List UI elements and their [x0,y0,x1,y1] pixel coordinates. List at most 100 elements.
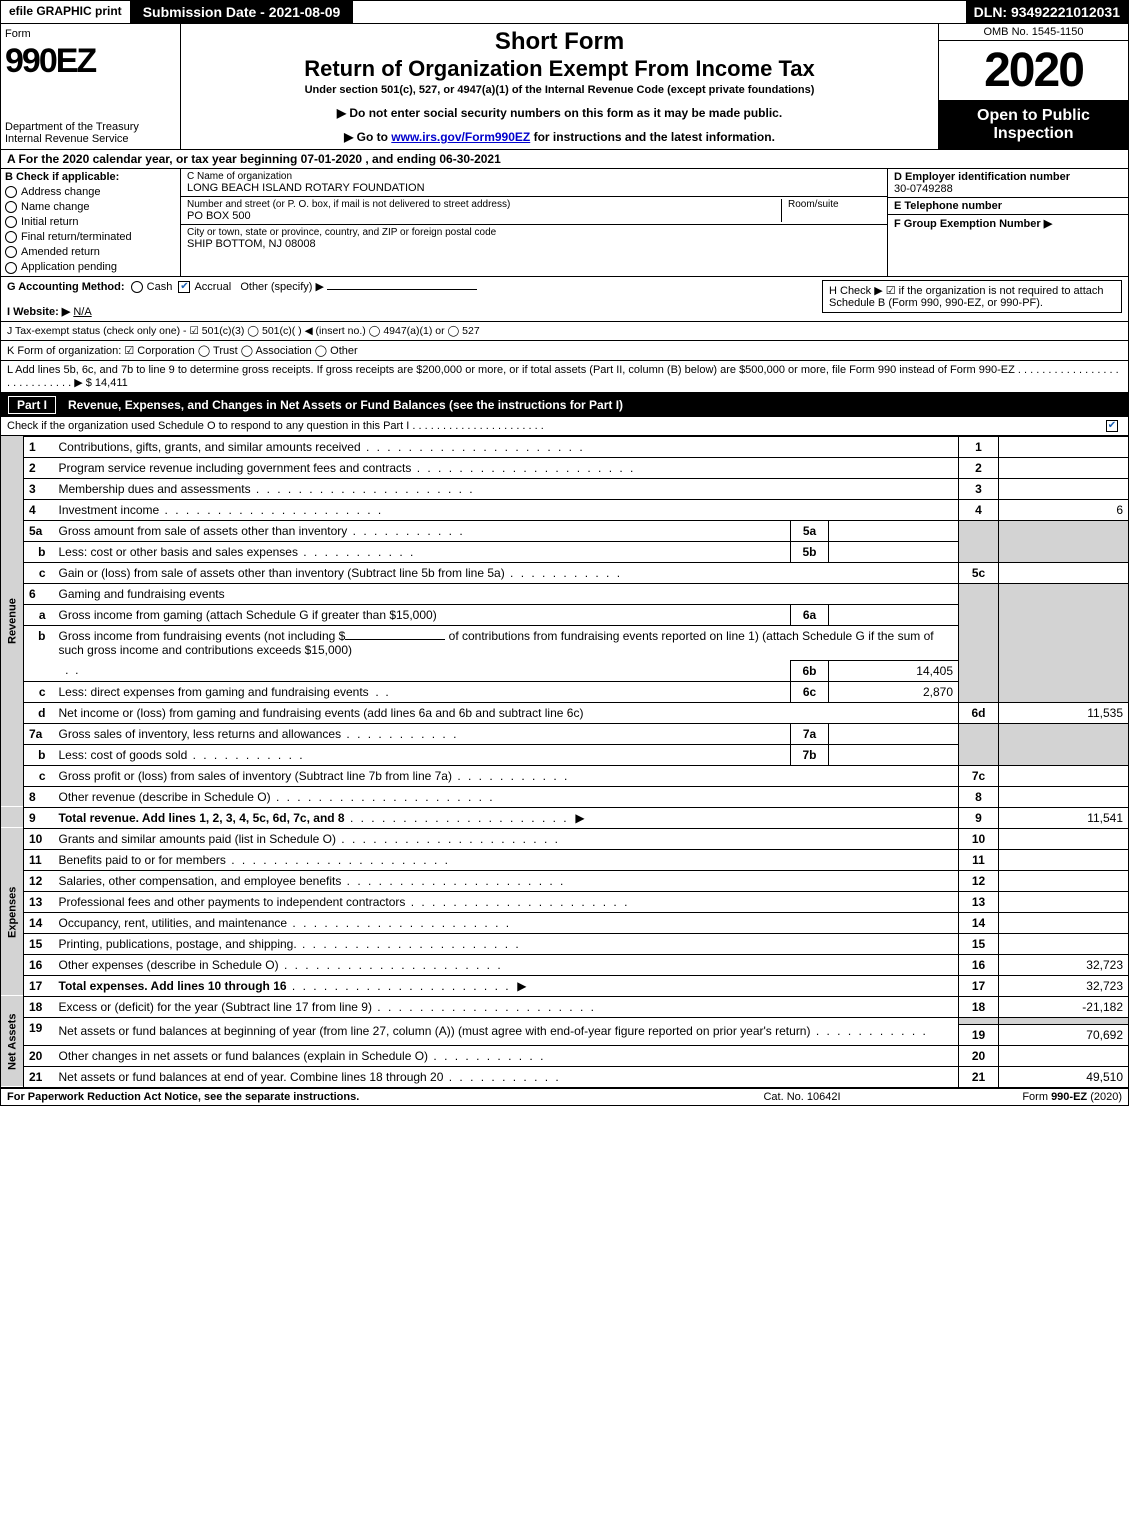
schedule-o-checkbox[interactable] [1106,420,1118,432]
irs-link[interactable]: www.irs.gov/Form990EZ [391,130,530,144]
note2-post: for instructions and the latest informat… [530,130,775,144]
l8-desc: Other revenue (describe in Schedule O) [54,786,959,807]
l17-amt: 32,723 [999,975,1129,996]
submission-date: Submission Date - 2021-08-09 [131,1,354,23]
group-exemption-label: F Group Exemption Number ▶ [894,218,1052,230]
note-link: ▶ Go to www.irs.gov/Form990EZ for instru… [189,130,930,144]
l18-num: 18 [24,996,54,1017]
l14-amt [999,912,1129,933]
l20-num: 20 [24,1045,54,1066]
l6a-desc: Gross income from gaming (attach Schedul… [54,604,791,625]
l5a-num: 5a [24,520,54,541]
l5a-iln: 5a [791,520,829,541]
l9-amt: 11,541 [999,807,1129,828]
l9-desc: Total revenue. Add lines 1, 2, 3, 4, 5c,… [54,807,959,828]
header-left: Form 990EZ Department of the Treasury In… [1,24,181,149]
form-number: 990EZ [5,42,176,81]
l6d-num: d [24,702,54,723]
l19-desc: Net assets or fund balances at beginning… [54,1017,959,1045]
l15-num: 15 [24,933,54,954]
cash-checkbox[interactable] [131,281,143,293]
l1-ln: 1 [959,436,999,457]
l11-amt [999,849,1129,870]
l6c-ival: 2,870 [829,681,959,702]
ein-value: 30-0749288 [894,183,953,195]
l2-amt [999,457,1129,478]
footer-mid: Cat. No. 10642I [682,1091,922,1103]
l3-ln: 3 [959,478,999,499]
l19-amt: 70,692 [999,1024,1129,1045]
l6c-num: c [24,681,54,702]
l9-num: 9 [24,807,54,828]
part1-table: Revenue 1 Contributions, gifts, grants, … [0,436,1129,1088]
opt-app-pending[interactable]: Application pending [5,261,176,273]
l6-desc: Gaming and fundraising events [54,583,959,604]
org-name: LONG BEACH ISLAND ROTARY FOUNDATION [187,182,881,194]
l14-num: 14 [24,912,54,933]
title-return: Return of Organization Exempt From Incom… [189,56,930,82]
l12-ln: 12 [959,870,999,891]
l6-num: 6 [24,583,54,604]
title-short-form: Short Form [189,28,930,56]
opt-final-return[interactable]: Final return/terminated [5,231,176,243]
l16-ln: 16 [959,954,999,975]
l15-amt [999,933,1129,954]
accrual-checkbox[interactable] [178,281,190,293]
l1-num: 1 [24,436,54,457]
other-specify-input[interactable] [327,289,477,290]
l13-ln: 13 [959,891,999,912]
line-g-h: H Check ▶ ☑ if the organization is not r… [0,277,1129,322]
l15-desc: Printing, publications, postage, and shi… [54,933,959,954]
street-value: PO BOX 500 [187,210,781,222]
opt-address-change[interactable]: Address change [5,186,176,198]
l17-ln: 17 [959,975,999,996]
footer-left: For Paperwork Reduction Act Notice, see … [7,1091,682,1103]
org-name-label: C Name of organization [187,171,881,182]
l21-num: 21 [24,1066,54,1087]
opt-amended[interactable]: Amended return [5,246,176,258]
l6a-ival [829,604,959,625]
netassets-sidelabel: Net Assets [1,996,24,1087]
subtitle: Under section 501(c), 527, or 4947(a)(1)… [189,84,930,96]
l11-desc: Benefits paid to or for members [54,849,959,870]
l17-desc: Total expenses. Add lines 10 through 16 … [54,975,959,996]
l16-desc: Other expenses (describe in Schedule O) [54,954,959,975]
l19-shade-amt [999,1017,1129,1024]
box-c: C Name of organization LONG BEACH ISLAND… [181,169,888,276]
l13-num: 13 [24,891,54,912]
footer-right: Form 990-EZ (2020) [922,1091,1122,1103]
l1-desc: Contributions, gifts, grants, and simila… [54,436,959,457]
form-label: Form [5,28,176,40]
l7b-desc: Less: cost of goods sold [54,744,791,765]
l2-desc: Program service revenue including govern… [54,457,959,478]
l5ab-shade [959,520,999,562]
l6b-ival: 14,405 [829,660,959,681]
dln-label: DLN: 93492221012031 [966,1,1128,23]
l7a-iln: 7a [791,723,829,744]
l13-desc: Professional fees and other payments to … [54,891,959,912]
website-label: I Website: ▶ [7,306,70,318]
l13-amt [999,891,1129,912]
l2-num: 2 [24,457,54,478]
l2-ln: 2 [959,457,999,478]
l10-ln: 10 [959,828,999,849]
tax-year: 2020 [939,41,1128,101]
website-value: N/A [73,306,91,318]
l4-num: 4 [24,499,54,520]
l12-num: 12 [24,870,54,891]
ein-label: D Employer identification number [894,171,1070,183]
opt-initial-return[interactable]: Initial return [5,216,176,228]
l6d-desc: Net income or (loss) from gaming and fun… [54,702,959,723]
l8-num: 8 [24,786,54,807]
l5a-ival [829,520,959,541]
efile-label[interactable]: efile GRAPHIC print [1,1,131,23]
line-j: J Tax-exempt status (check only one) - ☑… [0,322,1129,341]
l17-num: 17 [24,975,54,996]
l16-num: 16 [24,954,54,975]
opt-name-change[interactable]: Name change [5,201,176,213]
l14-ln: 14 [959,912,999,933]
l5c-ln: 5c [959,562,999,583]
l16-amt: 32,723 [999,954,1129,975]
top-bar-spacer [353,1,965,23]
l7b-ival [829,744,959,765]
